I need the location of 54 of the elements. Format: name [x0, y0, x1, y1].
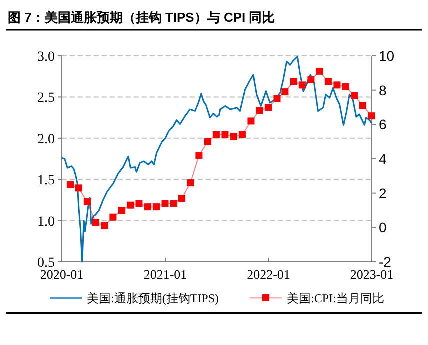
point	[152, 204, 160, 211]
y-tick-label: 1.0	[38, 214, 55, 230]
point	[308, 76, 315, 84]
point	[118, 207, 126, 214]
x-tick-label: 2023-01	[350, 267, 394, 282]
point	[212, 131, 220, 138]
point	[238, 131, 246, 138]
point	[66, 181, 74, 188]
point	[256, 107, 264, 114]
y-tick-label: 1.5	[38, 174, 55, 189]
point	[196, 152, 203, 160]
y2-tick-label: 2	[379, 185, 387, 202]
point	[101, 222, 108, 230]
point	[75, 184, 82, 192]
point	[92, 219, 100, 226]
legend-label: 美国:通胀预期(挂钩TIPS)	[87, 292, 220, 306]
point	[282, 88, 289, 96]
point	[144, 204, 152, 211]
y-tick-label: 2.5	[38, 91, 55, 106]
point	[136, 200, 143, 208]
x-tick-label: 2021-01	[144, 267, 188, 282]
y-tick-label: 2.0	[38, 132, 55, 148]
y2-tick-label: 10	[379, 48, 395, 64]
point	[230, 133, 238, 140]
y2-tick-label: 4	[379, 151, 387, 167]
point	[350, 92, 358, 99]
point	[324, 78, 332, 86]
point	[334, 82, 341, 89]
point	[187, 180, 194, 187]
y2-tick-label: -2	[379, 254, 392, 270]
point	[248, 118, 255, 125]
y-tick-label: 3.0	[38, 50, 55, 65]
chart-title: 图 7：美国通胀预期（挂钩 TIPS）与 CPI 同比	[8, 10, 276, 25]
point	[368, 112, 376, 120]
y2-tick-label: 6	[379, 116, 387, 133]
point	[84, 198, 91, 206]
point	[127, 202, 134, 209]
point	[204, 138, 212, 146]
point	[316, 68, 324, 75]
point	[178, 194, 186, 202]
point	[298, 82, 306, 89]
point	[359, 102, 366, 110]
point	[222, 131, 229, 138]
point	[110, 214, 117, 221]
point	[162, 200, 169, 208]
legend-label: 美国:CPI:当月同比	[287, 292, 384, 306]
y2-tick-label: 0	[379, 220, 387, 236]
point	[264, 104, 272, 111]
point	[342, 83, 350, 90]
point	[290, 78, 298, 86]
point	[274, 95, 281, 102]
point	[170, 200, 178, 208]
y2-tick-label: 8	[379, 82, 387, 98]
x-tick-label: 2022-01	[247, 267, 290, 282]
